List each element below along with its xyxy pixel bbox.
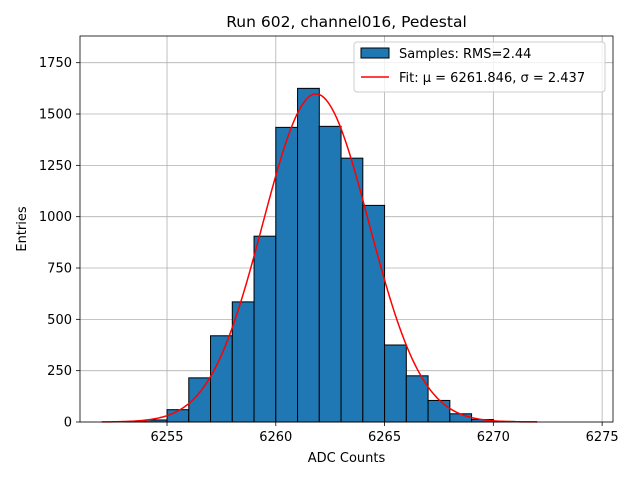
legend: Samples: RMS=2.44 Fit: μ = 6261.846, σ =… — [353, 41, 606, 93]
y-tick-label: 250 — [47, 364, 72, 379]
x-tick-label: 6260 — [259, 430, 292, 445]
histogram-bar — [340, 157, 364, 423]
histogram-bar — [427, 399, 451, 423]
histogram-bar — [275, 126, 299, 423]
plot-frame — [79, 35, 614, 423]
histogram-bar — [384, 344, 407, 423]
y-tick-label: 1750 — [39, 56, 72, 71]
y-axis-label: Entries — [15, 206, 30, 252]
y-tick-label: 0 — [64, 416, 72, 431]
x-tick-label: 6270 — [477, 430, 510, 445]
y-tick-label: 500 — [47, 313, 72, 328]
legend-box — [353, 41, 606, 93]
chart-title: Run 602, channel016, Pedestal — [226, 13, 467, 31]
y-axis-ticks: 0 250 500 750 1000 1250 1500 1750 — [39, 56, 80, 431]
x-tick-label: 6265 — [368, 430, 401, 445]
histogram-bar — [210, 335, 233, 423]
x-tick-label: 6255 — [150, 430, 183, 445]
x-axis-ticks: 6255 6260 6265 6270 6275 — [150, 422, 619, 445]
legend-samples-label: Samples: RMS=2.44 — [399, 47, 531, 62]
y-tick-label: 750 — [47, 262, 72, 277]
y-tick-label: 1500 — [39, 108, 72, 123]
gaussian-fit-line — [101, 93, 537, 423]
legend-fit-label: Fit: μ = 6261.846, σ = 2.437 — [399, 71, 585, 86]
histogram-bar — [297, 87, 320, 423]
histogram-bar — [449, 413, 473, 423]
x-axis-label: ADC Counts — [308, 451, 386, 466]
x-tick-label: 6275 — [586, 430, 619, 445]
histogram-bar — [253, 235, 277, 423]
histogram-bar — [318, 125, 342, 423]
histogram-bars — [123, 87, 538, 423]
y-tick-label: 1250 — [39, 159, 72, 174]
y-tick-label: 1000 — [39, 210, 72, 225]
legend-samples-swatch — [360, 47, 390, 59]
